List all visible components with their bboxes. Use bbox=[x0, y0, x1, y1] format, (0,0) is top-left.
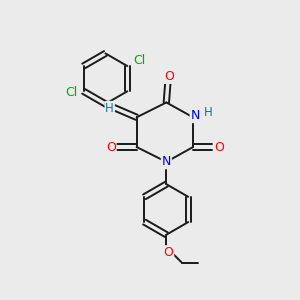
Text: H: H bbox=[105, 102, 114, 115]
Text: Cl: Cl bbox=[134, 54, 146, 67]
Text: H: H bbox=[204, 106, 213, 119]
Text: O: O bbox=[106, 140, 116, 154]
Text: N: N bbox=[162, 155, 171, 168]
Text: O: O bbox=[164, 246, 173, 259]
Text: O: O bbox=[214, 140, 224, 154]
Text: O: O bbox=[164, 70, 174, 83]
Text: N: N bbox=[190, 109, 200, 122]
Text: Cl: Cl bbox=[65, 86, 77, 99]
